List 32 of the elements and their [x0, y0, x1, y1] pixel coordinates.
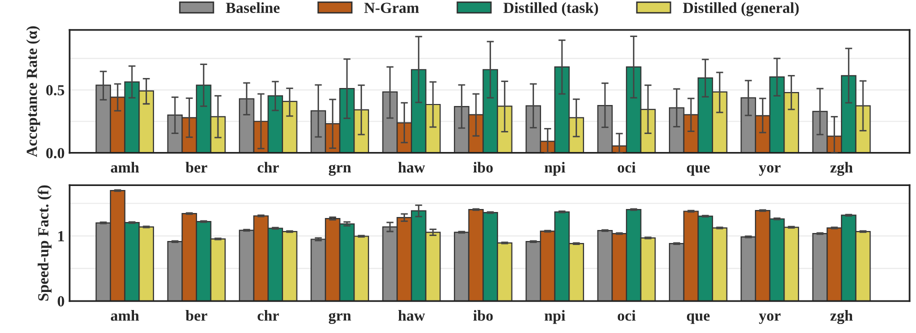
x-tick-label: haw — [398, 310, 425, 321]
legend-label: Baseline — [226, 2, 280, 13]
y-tick-label: 1 — [58, 231, 64, 242]
x-tick-label: oci — [618, 310, 636, 321]
legend-label: Distilled (task) — [503, 2, 598, 16]
x-tick-label: ber — [186, 310, 208, 321]
x-tick-label: zgh — [830, 310, 853, 324]
y-tick-label: 0.5 — [46, 85, 64, 96]
y-tick-label: 0 — [58, 296, 64, 306]
x-tick-label: oci — [618, 162, 636, 173]
x-tick-label: yor — [758, 313, 781, 324]
y-axis-title: Acceptance Rate (α) — [26, 26, 40, 158]
x-tick-label: yor — [758, 165, 781, 176]
x-tick-label: que — [686, 165, 710, 176]
x-tick-label: grn — [328, 164, 352, 176]
x-tick-label: ibo — [473, 310, 493, 321]
x-tick-label: zgh — [830, 162, 853, 176]
x-tick-label: que — [686, 313, 710, 324]
x-tick-label: ibo — [473, 162, 493, 173]
x-tick-label: npi — [544, 162, 566, 176]
x-tick-label: chr — [258, 162, 279, 173]
legend-label: Distilled (general) — [682, 2, 799, 16]
x-tick-label: amh — [110, 162, 140, 173]
x-tick-label: haw — [398, 162, 425, 173]
x-tick-label: amh — [110, 310, 140, 321]
x-tick-label: chr — [258, 310, 279, 321]
legend-label: N-Gram — [364, 2, 419, 13]
x-tick-label: grn — [328, 312, 352, 324]
y-tick-label: 0.0 — [46, 148, 64, 158]
x-tick-label: ber — [186, 162, 208, 173]
y-axis-title: Speed-up Fact. (f) — [38, 185, 52, 301]
x-tick-label: npi — [544, 310, 566, 324]
